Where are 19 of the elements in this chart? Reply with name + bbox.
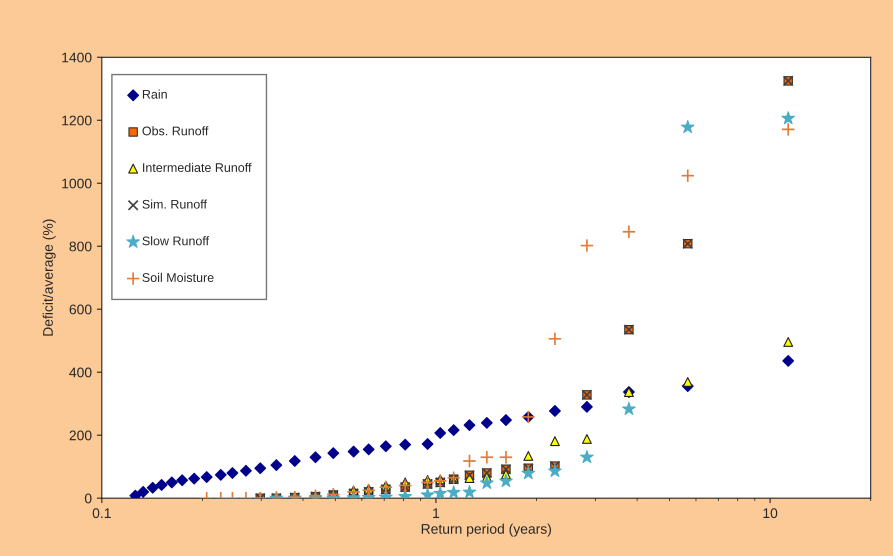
- y-tick-label: 1200: [62, 116, 92, 126]
- x-tick-label: 1: [433, 508, 440, 518]
- y-tick-label: 0: [84, 494, 92, 504]
- x-tick-label: 10: [763, 508, 778, 518]
- y-tick-label: 400: [69, 368, 92, 378]
- legend-label: Intermediate Runoff: [143, 162, 252, 172]
- y-tick-label: 800: [70, 242, 92, 252]
- x-tick-label: 0.1: [92, 508, 111, 518]
- y-tick-label: 1000: [62, 178, 92, 188]
- legend-label: Soil Moisture: [142, 272, 214, 282]
- legend-label: Obs. Runoff: [142, 126, 208, 136]
- y-tick-label: 200: [70, 430, 92, 440]
- legend-label: Slow Runoff: [142, 236, 210, 246]
- y-tick-label: 1400: [62, 52, 92, 62]
- y-axis-title: Deficit/average (%): [42, 220, 56, 336]
- legend-label: Sim. Runoff: [142, 200, 207, 209]
- y-tick-label: 600: [70, 304, 92, 314]
- legend-label: Rain: [142, 90, 167, 99]
- x-axis-title: Return period (years): [422, 524, 551, 537]
